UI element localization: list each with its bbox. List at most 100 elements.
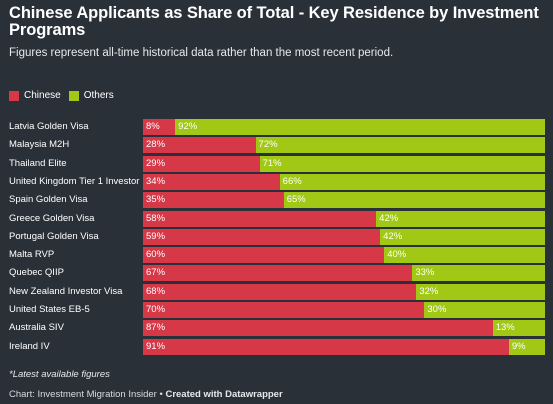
bar-segment-chinese	[143, 320, 493, 337]
bar-row-latvia-golden-visa: Latvia Golden Visa 8% 92%	[0, 119, 553, 135]
stacked-bar-chart: Latvia Golden Visa 8% 92% Malaysia M2H 28% 72…	[0, 119, 553, 359]
data-label-others: 42%	[379, 212, 399, 224]
bar-row-malta-rvp: Malta RVP 60% 40%	[0, 247, 553, 264]
data-label-others: 66%	[282, 175, 302, 187]
footer-separator: •	[159, 389, 163, 400]
bar-row-new-zealand-investor-visa: New Zealand Investor Visa 68% 32%	[0, 283, 553, 300]
bar-segment-others	[255, 137, 545, 154]
bar-row-ireland-iv: Ireland IV 91% 9%	[0, 338, 553, 355]
bar-segment-others	[376, 210, 545, 227]
legend-swatch-chinese	[9, 90, 19, 101]
bar-segment-others	[380, 228, 545, 245]
bar-row-malaysia-m2h: Malaysia M2H 28% 72%	[0, 137, 553, 154]
legend-item-chinese: Chinese	[9, 90, 61, 101]
data-label-chinese: 59%	[146, 230, 166, 242]
category-label: Greece Golden Visa	[9, 212, 95, 224]
bar-segment-chinese	[143, 210, 377, 227]
bar-segment-others	[175, 119, 545, 135]
chart-title: Chinese Applicants as Share of Total - K…	[9, 4, 539, 39]
data-label-chinese: 67%	[146, 267, 166, 279]
bar-row-greece-golden-visa: Greece Golden Visa 58% 42%	[0, 210, 553, 227]
bar-segment-others	[492, 320, 545, 337]
data-label-others: 72%	[258, 139, 278, 151]
data-label-others: 92%	[178, 121, 198, 132]
bar-track: 91% 9%	[143, 338, 545, 355]
data-label-chinese: 68%	[146, 285, 166, 297]
source-text: Chart: Investment Migration Insider	[9, 389, 157, 400]
data-label-chinese: 8%	[146, 121, 160, 132]
data-label-chinese: 60%	[146, 249, 166, 261]
bar-segment-chinese	[143, 155, 260, 172]
category-label: Ireland IV	[9, 340, 50, 352]
data-label-others: 33%	[415, 267, 435, 279]
data-label-chinese: 70%	[146, 304, 166, 315]
bar-track: 28% 72%	[143, 137, 545, 154]
bar-row-united-kingdom-tier-1-investor: United Kingdom Tier 1 Investor 34% 66%	[0, 173, 553, 190]
data-label-others: 42%	[383, 230, 403, 242]
data-label-others: 9%	[511, 340, 526, 352]
legend-item-others: Others	[68, 90, 114, 101]
data-label-chinese: 29%	[146, 157, 166, 169]
bar-segment-chinese	[143, 192, 284, 209]
data-label-chinese: 87%	[146, 322, 166, 334]
data-label-chinese: 35%	[146, 194, 166, 206]
bar-track: 60% 40%	[143, 247, 545, 264]
bar-track: 59% 42%	[143, 228, 545, 245]
bar-track: 29% 71%	[143, 155, 545, 172]
bar-segment-chinese	[143, 137, 256, 154]
bar-segment-chinese	[143, 302, 425, 318]
bar-row-australia-siv: Australia SIV 87% 13%	[0, 320, 553, 337]
bar-row-quebec-qiip: Quebec QIIP 67% 33%	[0, 265, 553, 282]
category-label: Australia SIV	[9, 322, 64, 334]
bar-row-united-states-eb-5: United States EB-5 70% 30%	[0, 302, 553, 318]
bar-track: 70% 30%	[143, 302, 545, 318]
data-label-chinese: 34%	[146, 175, 166, 187]
category-label: Latvia Golden Visa	[9, 121, 89, 132]
bar-track: 8% 92%	[143, 119, 545, 135]
bar-track: 35% 65%	[143, 192, 545, 209]
bar-track: 68% 32%	[143, 283, 545, 300]
bar-segment-others	[424, 302, 545, 318]
data-label-others: 13%	[495, 322, 515, 334]
category-label: Thailand Elite	[9, 157, 67, 169]
category-label: Portugal Golden Visa	[9, 230, 99, 242]
bar-track: 34% 66%	[143, 173, 545, 190]
legend-label-chinese: Chinese	[24, 90, 61, 101]
bar-track: 87% 13%	[143, 320, 545, 337]
bar-row-portugal-golden-visa: Portugal Golden Visa 59% 42%	[0, 228, 553, 245]
data-label-chinese: 91%	[146, 340, 166, 352]
data-label-others: 32%	[419, 285, 439, 297]
bar-segment-chinese	[143, 119, 176, 135]
bar-segment-chinese	[143, 173, 280, 190]
category-label: United Kingdom Tier 1 Investor	[9, 175, 140, 187]
bar-track: 67% 33%	[143, 265, 545, 282]
bar-row-thailand-elite: Thailand Elite 29% 71%	[0, 155, 553, 172]
bar-track: 58% 42%	[143, 210, 545, 227]
chart-footer: Chart: Investment Migration Insider • Cr…	[9, 389, 283, 400]
footnote: *Latest available figures	[9, 369, 110, 380]
category-label: Spain Golden Visa	[9, 194, 88, 206]
bar-segment-others	[283, 192, 545, 209]
bar-segment-chinese	[143, 283, 417, 300]
bar-segment-others	[259, 155, 545, 172]
legend: Chinese Others	[9, 90, 122, 101]
bar-segment-others	[508, 338, 545, 355]
category-label: New Zealand Investor Visa	[9, 285, 123, 297]
legend-label-others: Others	[83, 90, 114, 101]
bar-segment-chinese	[143, 247, 385, 264]
credit-text: Created with Datawrapper	[165, 389, 283, 400]
data-label-chinese: 28%	[146, 139, 166, 151]
data-label-others: 71%	[262, 157, 282, 169]
bar-segment-others	[412, 265, 545, 282]
bar-segment-chinese	[143, 265, 413, 282]
category-label: Quebec QIIP	[9, 267, 64, 279]
bar-segment-chinese	[143, 338, 509, 355]
category-label: Malta RVP	[9, 249, 55, 261]
chart-subtitle: Figures represent all-time historical da…	[9, 47, 394, 59]
bar-segment-others	[416, 283, 545, 300]
data-label-chinese: 58%	[146, 212, 166, 224]
category-label: United States EB-5	[9, 304, 90, 315]
bar-row-spain-golden-visa: Spain Golden Visa 35% 65%	[0, 192, 553, 209]
category-label: Malaysia M2H	[9, 139, 70, 151]
legend-swatch-others	[68, 90, 79, 101]
